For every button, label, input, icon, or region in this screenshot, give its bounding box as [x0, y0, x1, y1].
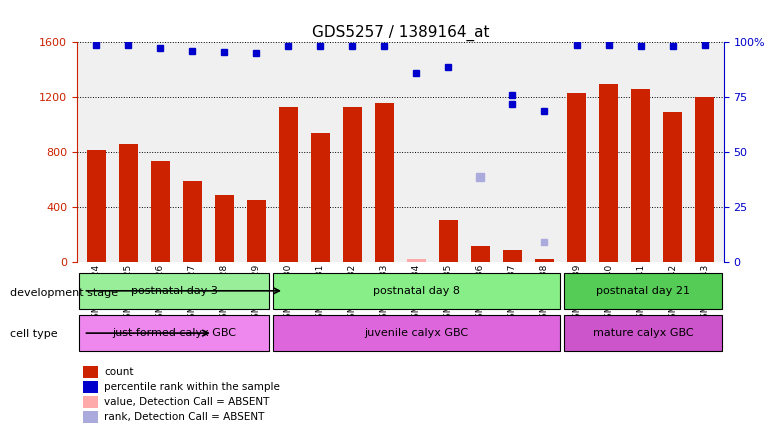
FancyBboxPatch shape	[79, 273, 270, 309]
Bar	[535, 259, 554, 262]
Bar	[83, 396, 98, 408]
Text: development stage: development stage	[10, 288, 118, 298]
Bar	[311, 133, 330, 262]
Bar	[246, 201, 266, 262]
FancyBboxPatch shape	[273, 315, 561, 351]
Text: juvenile calyx GBC: juvenile calyx GBC	[364, 328, 469, 338]
Bar	[567, 93, 586, 262]
FancyBboxPatch shape	[564, 273, 722, 309]
FancyBboxPatch shape	[79, 315, 270, 351]
Bar	[119, 144, 138, 262]
Text: cell type: cell type	[10, 329, 58, 339]
Bar	[182, 181, 202, 262]
Text: rank, Detection Call = ABSENT: rank, Detection Call = ABSENT	[104, 412, 265, 422]
Text: postnatal day 3: postnatal day 3	[131, 286, 217, 296]
Bar	[470, 246, 490, 262]
Bar	[151, 161, 170, 262]
Bar	[83, 411, 98, 423]
Bar	[407, 259, 426, 262]
FancyBboxPatch shape	[273, 273, 561, 309]
Bar	[407, 259, 426, 262]
Text: count: count	[104, 367, 134, 377]
Bar	[663, 113, 682, 262]
Bar	[343, 107, 362, 262]
Text: percentile rank within the sample: percentile rank within the sample	[104, 382, 280, 392]
Bar	[279, 107, 298, 262]
Bar	[439, 220, 458, 262]
FancyBboxPatch shape	[564, 315, 722, 351]
Text: postnatal day 8: postnatal day 8	[373, 286, 460, 296]
Text: just formed calyx GBC: just formed calyx GBC	[112, 328, 236, 338]
Text: value, Detection Call = ABSENT: value, Detection Call = ABSENT	[104, 397, 270, 407]
Bar	[83, 366, 98, 378]
Bar	[631, 89, 650, 262]
Text: postnatal day 21: postnatal day 21	[596, 286, 690, 296]
Title: GDS5257 / 1389164_at: GDS5257 / 1389164_at	[312, 25, 489, 41]
Text: mature calyx GBC: mature calyx GBC	[593, 328, 693, 338]
Bar	[83, 381, 98, 393]
Bar	[215, 195, 234, 262]
Bar	[599, 84, 618, 262]
Bar	[695, 97, 715, 262]
Bar	[503, 250, 522, 262]
Bar	[86, 150, 105, 262]
Bar	[375, 103, 394, 262]
